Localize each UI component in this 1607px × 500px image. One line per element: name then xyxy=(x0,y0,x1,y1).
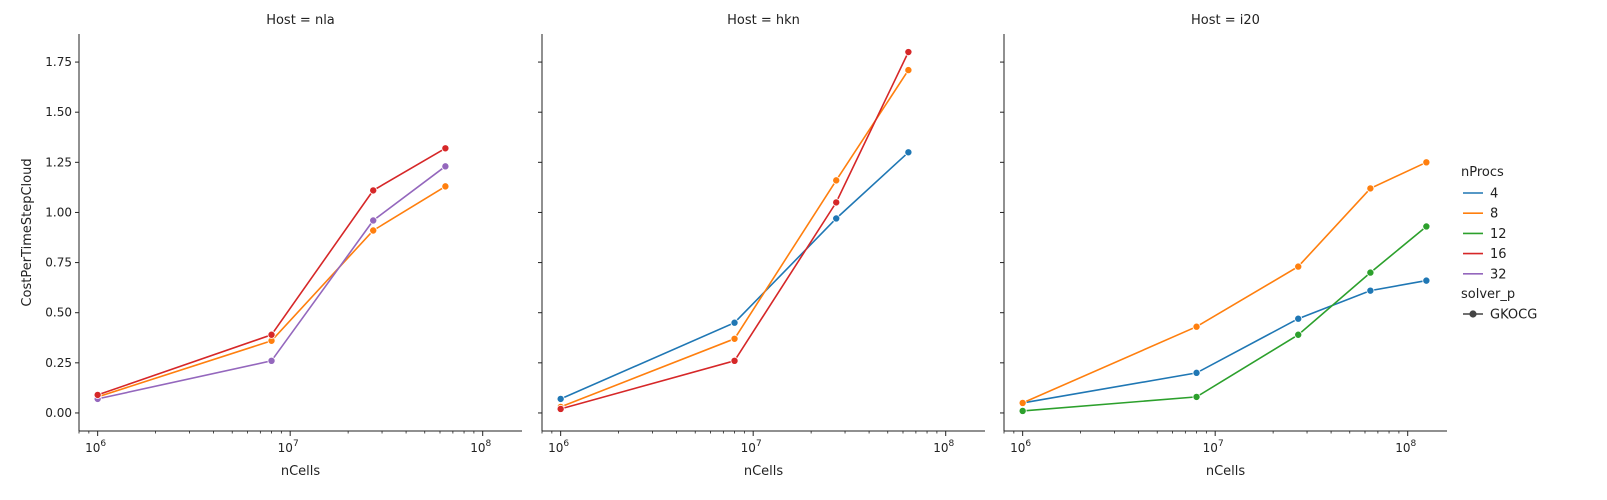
x-tick-label: 106 xyxy=(85,439,106,455)
data-point xyxy=(369,226,378,235)
data-point xyxy=(904,48,913,57)
series-line xyxy=(1022,225,1427,412)
y-tick-label: 0.25 xyxy=(45,356,72,370)
series-line xyxy=(1022,279,1427,404)
data-point xyxy=(1018,406,1027,415)
data-point xyxy=(1294,330,1303,339)
legend-entry: GKOCG xyxy=(1463,308,1537,323)
legend-entry: 12 xyxy=(1463,227,1507,242)
y-axis-label: CostPerTimeStepCloud xyxy=(20,158,35,306)
x-tick-label: 107 xyxy=(278,439,299,455)
data-point xyxy=(1422,276,1431,285)
x-tick-label: 108 xyxy=(470,439,491,455)
y-tick-label: 1.00 xyxy=(45,205,72,219)
series-4 xyxy=(1018,276,1431,407)
legend-entry: 32 xyxy=(1463,267,1507,282)
data-point xyxy=(1192,368,1201,377)
series-line xyxy=(1022,161,1427,404)
panel-2: Host = hkn 106 107 108 nCells xyxy=(538,13,985,479)
x-axis-label: nCells xyxy=(1206,464,1246,479)
series-line xyxy=(97,147,446,396)
data-point xyxy=(441,144,450,153)
data-point xyxy=(1018,398,1027,407)
data-point xyxy=(267,330,276,339)
series-line xyxy=(560,69,910,408)
data-point xyxy=(441,162,450,171)
y-tick-label: 1.75 xyxy=(45,55,72,69)
legend-label: 8 xyxy=(1490,207,1498,222)
series-12 xyxy=(1018,222,1431,415)
series-32 xyxy=(93,162,450,403)
y-tick-label: 1.50 xyxy=(45,105,72,119)
series-line xyxy=(97,165,446,400)
data-point xyxy=(1366,268,1375,277)
legend-marker xyxy=(1469,310,1477,318)
x-tick-label: 107 xyxy=(1203,439,1224,455)
legend-hue-title: nProcs xyxy=(1461,165,1504,180)
data-point xyxy=(556,394,565,403)
x-tick-label: 106 xyxy=(548,439,569,455)
x-tick-label: 107 xyxy=(741,439,762,455)
panel-title: Host = nla xyxy=(266,13,335,28)
data-point xyxy=(1422,222,1431,231)
data-point xyxy=(904,148,913,157)
x-tick-label: 106 xyxy=(1010,439,1031,455)
legend-label: 12 xyxy=(1490,227,1507,242)
panel-1: Host = nla 0.00 0.25 0.50 0.75 1.00 1.25 1.50 1.… xyxy=(45,13,522,479)
x-tick-label: 108 xyxy=(1395,439,1416,455)
series-line xyxy=(560,151,909,400)
data-point xyxy=(1294,262,1303,271)
data-point xyxy=(832,176,841,185)
legend-label: GKOCG xyxy=(1490,308,1537,323)
series-16 xyxy=(556,48,913,413)
data-point xyxy=(369,216,378,225)
data-point xyxy=(1192,392,1201,401)
panels-group: Host = nla 0.00 0.25 0.50 0.75 1.00 1.25 1.50 1.… xyxy=(20,13,1447,479)
data-point xyxy=(730,356,739,365)
data-point xyxy=(832,198,841,207)
data-point xyxy=(1294,314,1303,323)
x-axis-label: nCells xyxy=(281,464,321,479)
data-point xyxy=(1192,322,1201,331)
data-point xyxy=(369,186,378,195)
data-point xyxy=(1366,184,1375,193)
y-tick-label: 1.25 xyxy=(45,155,72,169)
data-point xyxy=(730,318,739,327)
x-axis-label: nCells xyxy=(744,464,784,479)
x-tick-label: 108 xyxy=(933,439,954,455)
legend-entry: 8 xyxy=(1463,207,1498,222)
data-point xyxy=(904,66,913,75)
series-8 xyxy=(93,182,450,401)
data-point xyxy=(267,356,276,365)
series-4 xyxy=(556,148,913,403)
panel-3: Host = i20 106 107 108 nCells xyxy=(1000,13,1447,479)
panel-title: Host = hkn xyxy=(727,13,800,28)
legend-label: 16 xyxy=(1490,247,1507,262)
panel-title: Host = i20 xyxy=(1191,13,1260,28)
y-tick-label: 0.00 xyxy=(45,406,72,420)
data-point xyxy=(556,404,565,413)
legend: nProcs 4 8 12 16 32 solver_p GKOCG xyxy=(1461,165,1537,323)
legend-entry: 16 xyxy=(1463,247,1507,262)
data-point xyxy=(441,182,450,191)
y-tick-label: 0.75 xyxy=(45,256,72,270)
legend-entry: 4 xyxy=(1463,187,1498,202)
data-point xyxy=(1422,158,1431,167)
legend-label: 32 xyxy=(1490,267,1507,282)
series-16 xyxy=(93,144,450,399)
legend-label: 4 xyxy=(1490,187,1498,202)
series-line xyxy=(560,51,910,410)
legend-style-title: solver_p xyxy=(1461,287,1515,302)
y-tick-label: 0.50 xyxy=(45,306,72,320)
series-line xyxy=(97,185,446,398)
data-point xyxy=(730,334,739,343)
series-8 xyxy=(1018,158,1431,407)
data-point xyxy=(93,390,102,399)
data-point xyxy=(832,214,841,223)
data-point xyxy=(1366,286,1375,295)
